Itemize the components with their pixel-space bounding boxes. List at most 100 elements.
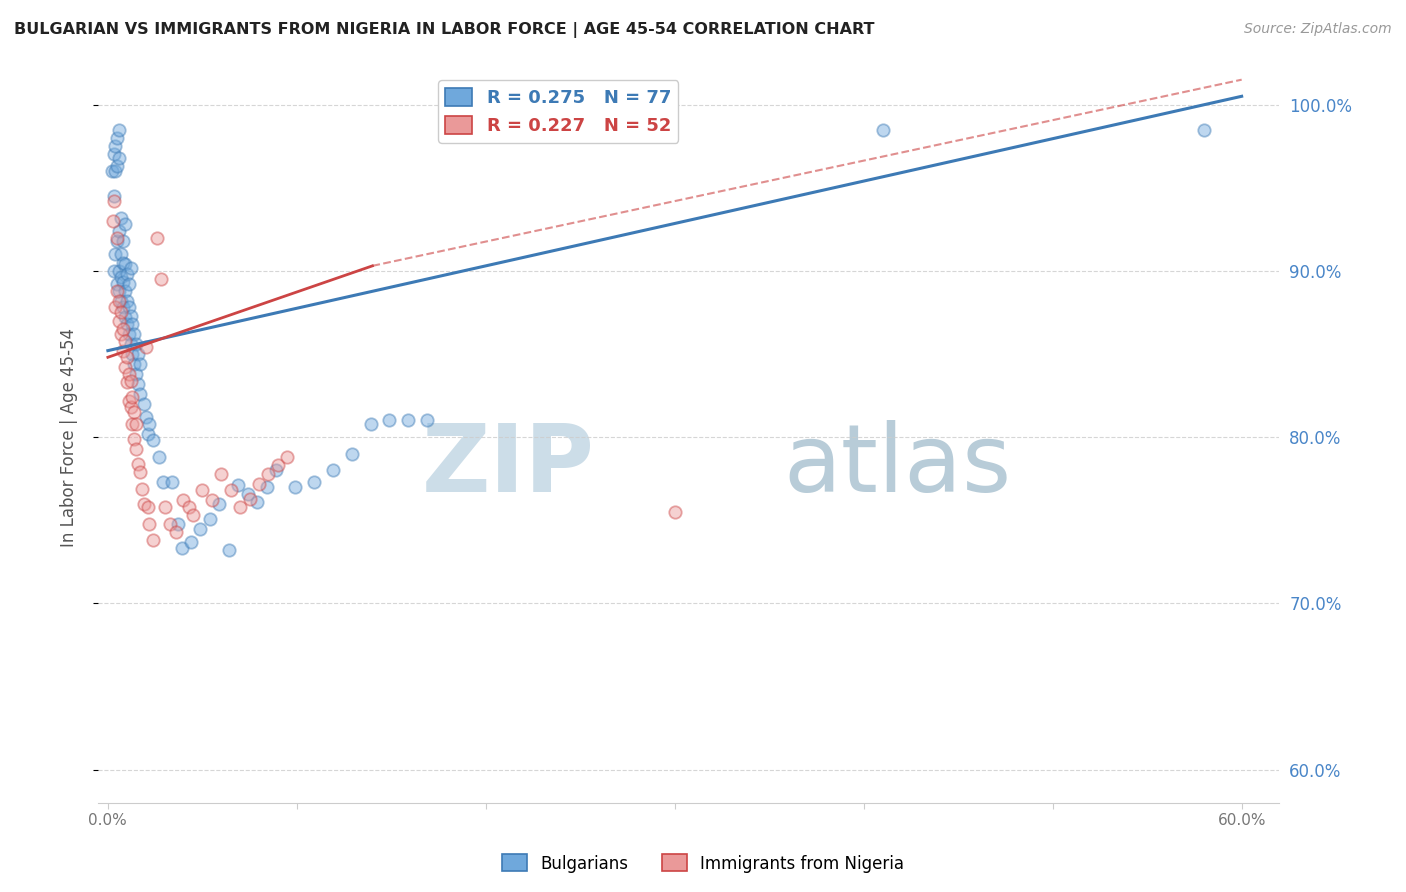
Point xyxy=(257,467,280,481)
Point xyxy=(124,432,146,446)
Point xyxy=(104,247,127,261)
Point xyxy=(127,457,149,471)
Point xyxy=(115,293,138,308)
Point xyxy=(120,400,142,414)
Point xyxy=(198,511,221,525)
Point xyxy=(152,475,174,489)
Point xyxy=(110,326,132,341)
Point xyxy=(125,337,148,351)
Point xyxy=(108,224,131,238)
Point xyxy=(166,516,188,531)
Point xyxy=(110,211,132,225)
Text: Source: ZipAtlas.com: Source: ZipAtlas.com xyxy=(1244,22,1392,37)
Point xyxy=(121,317,143,331)
Point xyxy=(264,463,287,477)
Point xyxy=(340,447,363,461)
Point xyxy=(247,476,270,491)
Point xyxy=(120,337,142,351)
Point xyxy=(153,500,176,514)
Point xyxy=(124,326,146,341)
Point xyxy=(1192,122,1215,136)
Point xyxy=(111,301,134,315)
Point xyxy=(103,194,125,208)
Point xyxy=(104,139,127,153)
Point xyxy=(170,541,193,556)
Text: atlas: atlas xyxy=(783,420,1012,512)
Legend: Bulgarians, Immigrants from Nigeria: Bulgarians, Immigrants from Nigeria xyxy=(495,847,911,880)
Point xyxy=(105,159,128,173)
Point xyxy=(129,465,152,479)
Point xyxy=(378,413,401,427)
Point xyxy=(208,497,231,511)
Point xyxy=(111,343,134,358)
Point xyxy=(165,524,187,539)
Point xyxy=(131,482,153,496)
Point xyxy=(118,277,141,292)
Point xyxy=(149,272,172,286)
Point xyxy=(284,480,307,494)
Point xyxy=(127,376,149,391)
Point xyxy=(125,417,148,431)
Point xyxy=(148,450,170,464)
Point xyxy=(201,493,224,508)
Point xyxy=(179,500,201,514)
Point xyxy=(114,334,136,348)
Point xyxy=(110,270,132,285)
Point xyxy=(105,234,128,248)
Point xyxy=(114,257,136,271)
Point xyxy=(302,475,325,489)
Point xyxy=(160,475,183,489)
Point xyxy=(124,405,146,419)
Point xyxy=(138,417,160,431)
Point xyxy=(190,521,212,535)
Point xyxy=(181,508,204,523)
Point xyxy=(226,478,249,492)
Point xyxy=(115,376,138,390)
Point xyxy=(246,495,269,509)
Point xyxy=(114,310,136,325)
Point xyxy=(121,390,143,404)
Point xyxy=(135,410,157,425)
Point xyxy=(108,284,131,298)
Legend: R = 0.275   N = 77, R = 0.227   N = 52: R = 0.275 N = 77, R = 0.227 N = 52 xyxy=(439,80,679,143)
Point xyxy=(127,347,149,361)
Point xyxy=(209,467,232,481)
Point xyxy=(115,351,138,365)
Point xyxy=(105,277,128,292)
Point xyxy=(110,305,132,319)
Point xyxy=(120,309,142,323)
Point xyxy=(103,147,125,161)
Point xyxy=(129,387,152,401)
Point xyxy=(142,533,165,548)
Point xyxy=(136,426,159,441)
Point xyxy=(267,458,290,473)
Point xyxy=(219,483,242,498)
Point xyxy=(120,374,142,388)
Point xyxy=(360,417,382,431)
Point xyxy=(118,326,141,341)
Point xyxy=(159,516,181,531)
Point xyxy=(132,497,155,511)
Point xyxy=(108,122,131,136)
Point xyxy=(114,284,136,298)
Point xyxy=(136,500,159,514)
Point xyxy=(322,463,344,477)
Point xyxy=(110,293,132,308)
Point xyxy=(111,276,134,290)
Point xyxy=(118,393,141,408)
Point xyxy=(108,314,131,328)
Point xyxy=(115,317,138,331)
Point xyxy=(135,340,157,354)
Point xyxy=(108,264,131,278)
Point xyxy=(108,293,131,308)
Point xyxy=(256,480,278,494)
Point xyxy=(111,234,134,248)
Point xyxy=(105,284,128,298)
Point xyxy=(121,417,143,431)
Point xyxy=(664,505,686,519)
Point xyxy=(104,164,127,178)
Point xyxy=(103,264,125,278)
Point xyxy=(416,413,439,427)
Point xyxy=(100,164,122,178)
Point xyxy=(120,260,142,275)
